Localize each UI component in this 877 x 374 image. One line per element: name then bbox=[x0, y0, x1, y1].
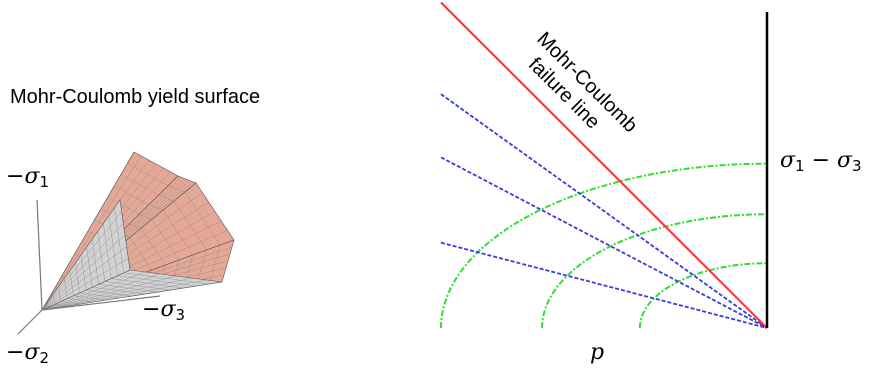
mesh-line bbox=[41, 211, 122, 311]
mesh-line bbox=[41, 155, 142, 311]
mesh-line bbox=[41, 246, 127, 311]
mesh-line bbox=[41, 223, 124, 311]
stress-path-2 bbox=[440, 156, 768, 329]
y-axis-label: σ1 − σ3 bbox=[780, 148, 862, 175]
stress-path-3 bbox=[440, 241, 768, 329]
stress-path-1 bbox=[440, 93, 768, 329]
mesh-line bbox=[41, 258, 129, 311]
mesh-line bbox=[41, 277, 192, 311]
axis-label-minus-sigma2: −σ2 bbox=[6, 340, 50, 367]
axis-label-minus-sigma1: −σ1 bbox=[6, 164, 50, 191]
mesh-line bbox=[41, 279, 207, 311]
mesh-line bbox=[41, 271, 146, 311]
axis-label-minus-sigma3: −σ3 bbox=[142, 297, 186, 324]
mohr-circle-3 bbox=[638, 262, 768, 329]
mesh-line bbox=[41, 234, 126, 311]
failure-line-label: Mohr-Coulomb failure line bbox=[515, 28, 645, 158]
stress-paths bbox=[440, 93, 768, 329]
mesh-line bbox=[41, 273, 161, 311]
mohr-circles bbox=[440, 162, 768, 329]
yield-surface-mesh bbox=[41, 151, 235, 311]
x-axis-label: p bbox=[590, 340, 605, 365]
sigma2-axis bbox=[17, 309, 43, 335]
mohr-circle-1 bbox=[440, 162, 768, 329]
sigma1-axis bbox=[36, 199, 43, 311]
sigma3-axis bbox=[41, 295, 161, 311]
mohr-circle-2 bbox=[541, 213, 768, 329]
failure-line bbox=[440, 1, 768, 329]
mesh-line bbox=[41, 275, 177, 311]
yield-surface-title: Mohr-Coulomb yield surface bbox=[10, 86, 261, 108]
